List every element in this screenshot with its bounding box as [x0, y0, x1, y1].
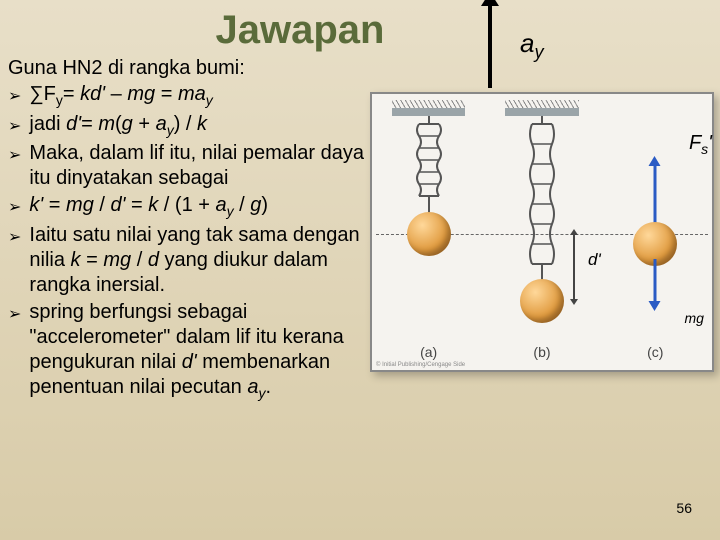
spring-a: [415, 116, 443, 214]
bullet-text: k' = mg / d' = k / (1 + ay / g): [29, 193, 268, 221]
physics-diagram: (a) (b) mg (c) © Initial Publishing/Ceng…: [370, 92, 714, 372]
bullet-item: ➢ ∑Fy= kd' – mg = may: [8, 82, 368, 110]
acceleration-arrow: [488, 2, 492, 88]
bullet-item: ➢ Maka, dalam lif itu, nilai pemalar daya…: [8, 141, 368, 191]
bullet-text: jadi d'= m(g + ay) / k: [29, 112, 207, 140]
panel-b: (b): [485, 94, 598, 370]
content-area: Guna HN2 di rangka bumi: ➢ ∑Fy= kd' – mg …: [0, 57, 368, 402]
bullet-marker-icon: ➢: [8, 145, 21, 165]
bullet-marker-icon: ➢: [8, 304, 21, 324]
mass-b: [520, 279, 564, 323]
ceiling-bar: [505, 108, 578, 116]
slide-title: Jawapan: [100, 0, 500, 57]
copyright-text: © Initial Publishing/Cengage Side: [376, 362, 465, 368]
spring-b: [528, 116, 556, 281]
ceiling-hatch: [505, 100, 578, 108]
d-prime-label: d': [588, 250, 601, 270]
panel-a-label: (a): [420, 344, 437, 360]
displacement-arrow: [573, 234, 575, 300]
fs-label: Fs': [689, 132, 712, 157]
bullet-item: ➢ Iaitu satu nilai yang tak sama dengan n…: [8, 223, 368, 298]
bullet-marker-icon: ➢: [8, 197, 21, 217]
ay-label: ay: [520, 28, 544, 63]
panel-c-label: (c): [647, 344, 663, 360]
bullet-text: Maka, dalam lif itu, nilai pemalar daya …: [29, 141, 368, 191]
bullet-text: Iaitu satu nilai yang tak sama dengan ni…: [29, 223, 368, 298]
mg-label: mg: [685, 310, 704, 326]
weight-arrow: [654, 259, 657, 303]
bullet-marker-icon: ➢: [8, 227, 21, 247]
ceiling-bar: [392, 108, 465, 116]
bullet-text: ∑Fy= kd' – mg = may: [29, 82, 212, 110]
ceiling-hatch: [392, 100, 465, 108]
bullet-item: ➢ spring berfungsi sebagai "accelerometer…: [8, 300, 368, 403]
spring-force-arrow: [654, 164, 657, 224]
panel-a: (a): [372, 94, 485, 370]
mass-a: [407, 212, 451, 256]
intro-text: Guna HN2 di rangka bumi:: [8, 57, 368, 80]
bullet-marker-icon: ➢: [8, 116, 21, 136]
bullet-item: ➢ k' = mg / d' = k / (1 + ay / g): [8, 193, 368, 221]
panel-b-label: (b): [533, 344, 550, 360]
bullet-text: spring berfungsi sebagai "accelerometer"…: [29, 300, 368, 403]
bullet-marker-icon: ➢: [8, 86, 21, 106]
bullet-item: ➢ jadi d'= m(g + ay) / k: [8, 112, 368, 140]
page-number: 56: [676, 500, 692, 516]
